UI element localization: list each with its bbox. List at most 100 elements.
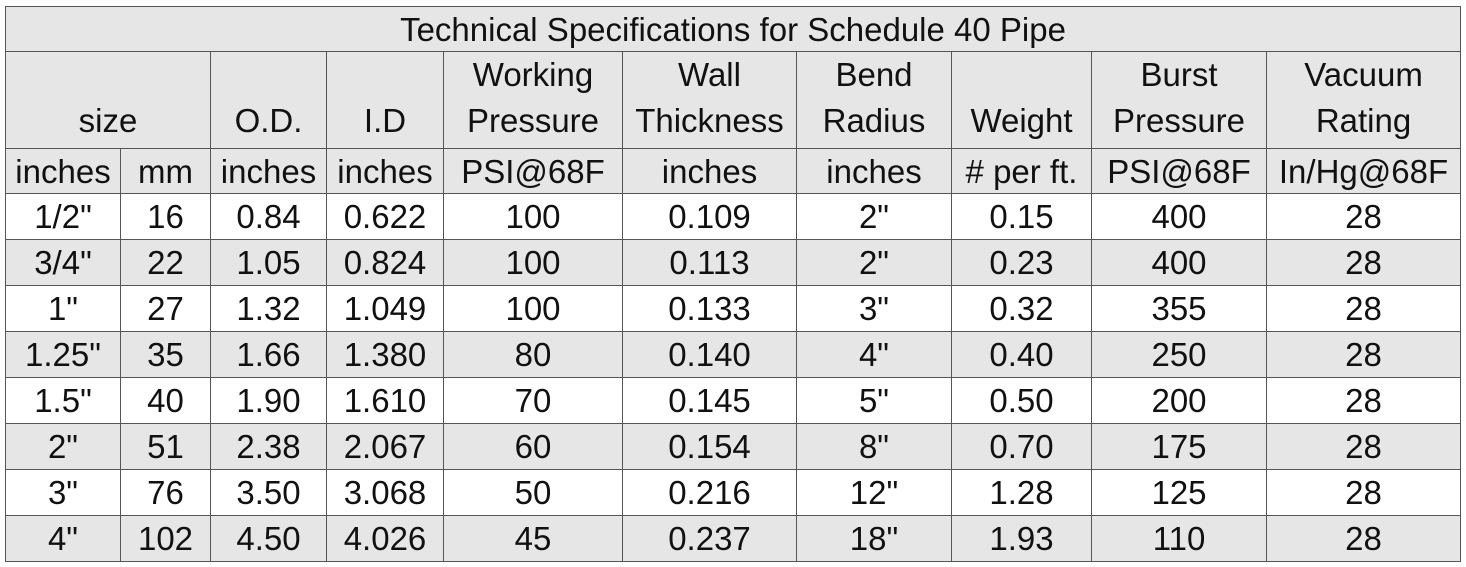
column-header: Burst Pressure [1091, 51, 1267, 149]
column-header: Working Pressure [443, 51, 623, 149]
table-cell: 0.15 [951, 193, 1092, 240]
table-cell: 0.23 [951, 239, 1092, 286]
column-header-line: Weight [970, 102, 1073, 139]
table-row: 1" 27 1.32 1.049 100 0.133 3" 0.32 355 28 [5, 285, 1462, 332]
table-cell: 3/4" [5, 239, 121, 286]
table-cell: 2" [5, 423, 121, 470]
unit-cell: inches [326, 148, 444, 194]
table-cell: 100 [443, 193, 623, 240]
table-cell: 3.50 [210, 469, 327, 516]
column-header: size [5, 51, 211, 149]
table-cell: 100 [443, 285, 623, 332]
table-cell: 100 [443, 239, 623, 286]
table-cell: 1.32 [210, 285, 327, 332]
table-cell: 4" [5, 515, 121, 562]
table-cell: 4.026 [326, 515, 444, 562]
table-cell: 2" [796, 239, 952, 286]
table-cell: 0.133 [622, 285, 797, 332]
column-header: Bend Radius [796, 51, 952, 149]
unit-cell: In/Hg@68F [1265, 148, 1462, 194]
column-header: Vacuum Rating [1265, 51, 1462, 149]
unit-cell: mm [120, 148, 211, 194]
table-cell: 400 [1091, 193, 1267, 240]
table-cell: 3" [5, 469, 121, 516]
unit-cell: inches [622, 148, 797, 194]
specifications-table: Technical Specifications for Schedule 40… [4, 6, 1462, 562]
table-cell: 76 [120, 469, 211, 516]
column-header-line: Rating [1315, 102, 1412, 139]
table-cell: 1.93 [951, 515, 1092, 562]
unit-cell: inches [796, 148, 952, 194]
column-header: Wall Thickness [622, 51, 797, 149]
table-cell: 28 [1265, 515, 1462, 562]
table-cell: 45 [443, 515, 623, 562]
table-cell: 3" [796, 285, 952, 332]
table-cell: 0.50 [951, 377, 1092, 424]
column-header-line: Vacuum [1304, 56, 1423, 93]
table-cell: 70 [443, 377, 623, 424]
table-cell: 1.28 [951, 469, 1092, 516]
table-cell: 28 [1265, 469, 1462, 516]
table-cell: 400 [1091, 239, 1267, 286]
table-cell: 0.622 [326, 193, 444, 240]
table-cell: 200 [1091, 377, 1267, 424]
table-cell: 1.90 [210, 377, 327, 424]
column-header-line: O.D. [234, 102, 303, 139]
table-cell: 0.154 [622, 423, 797, 470]
table-cell: 1.610 [326, 377, 444, 424]
column-header-line: I.D [363, 102, 407, 139]
table-cell: 0.109 [622, 193, 797, 240]
table-cell: 2.38 [210, 423, 327, 470]
table-cell: 3.068 [326, 469, 444, 516]
table-cell: 250 [1091, 331, 1267, 378]
table-cell: 22 [120, 239, 211, 286]
table-cell: 0.70 [951, 423, 1092, 470]
column-header-line: Working [472, 56, 594, 93]
column-header-line: Radius [822, 102, 926, 139]
table-cell: 0.40 [951, 331, 1092, 378]
table-cell: 1.05 [210, 239, 327, 286]
unit-cell: # per ft. [951, 148, 1092, 194]
table-row: 2" 51 2.38 2.067 60 0.154 8" 0.70 175 28 [5, 423, 1462, 470]
table-cell: 4.50 [210, 515, 327, 562]
table-cell: 0.145 [622, 377, 797, 424]
table-cell: 28 [1265, 377, 1462, 424]
table-cell: 125 [1091, 469, 1267, 516]
table-cell: 2.067 [326, 423, 444, 470]
table-cell: 355 [1091, 285, 1267, 332]
table-cell: 1.25" [5, 331, 121, 378]
table-cell: 80 [443, 331, 623, 378]
unit-cell: PSI@68F [443, 148, 623, 194]
table-cell: 28 [1265, 239, 1462, 286]
table-cell: 4" [796, 331, 952, 378]
table-cell: 1.380 [326, 331, 444, 378]
column-header-line: Pressure [1112, 102, 1246, 139]
table-cell: 1.5" [5, 377, 121, 424]
unit-cell: inches [5, 148, 121, 194]
table-cell: 50 [443, 469, 623, 516]
table-cell: 175 [1091, 423, 1267, 470]
column-header-line: Burst [1140, 56, 1218, 93]
table-cell: 28 [1265, 193, 1462, 240]
unit-cell: inches [210, 148, 327, 194]
table-cell: 35 [120, 331, 211, 378]
table-cell: 28 [1265, 331, 1462, 378]
table-cell: 1" [5, 285, 121, 332]
column-header-line: Wall [678, 56, 741, 93]
table-cell: 0.32 [951, 285, 1092, 332]
table-cell: 51 [120, 423, 211, 470]
column-header-line: Thickness [635, 102, 784, 139]
column-header-line: Pressure [466, 102, 600, 139]
table-cell: 1.049 [326, 285, 444, 332]
table-cell: 0.237 [622, 515, 797, 562]
table-cell: 28 [1265, 285, 1462, 332]
table-cell: 8" [796, 423, 952, 470]
header-row: size O.D. I.D Working Pressure Wall Thickness B… [5, 51, 1462, 149]
title-row: Technical Specifications for Schedule 40… [4, 6, 1462, 52]
column-header: I.D [326, 51, 444, 149]
column-header-line: size [78, 102, 138, 139]
table-row: 3" 76 3.50 3.068 50 0.216 12" 1.28 125 28 [5, 469, 1462, 516]
table-cell: 1/2" [5, 193, 121, 240]
table-cell: 102 [120, 515, 211, 562]
table-row: 4" 102 4.50 4.026 45 0.237 18" 1.93 110 28 [5, 515, 1462, 562]
